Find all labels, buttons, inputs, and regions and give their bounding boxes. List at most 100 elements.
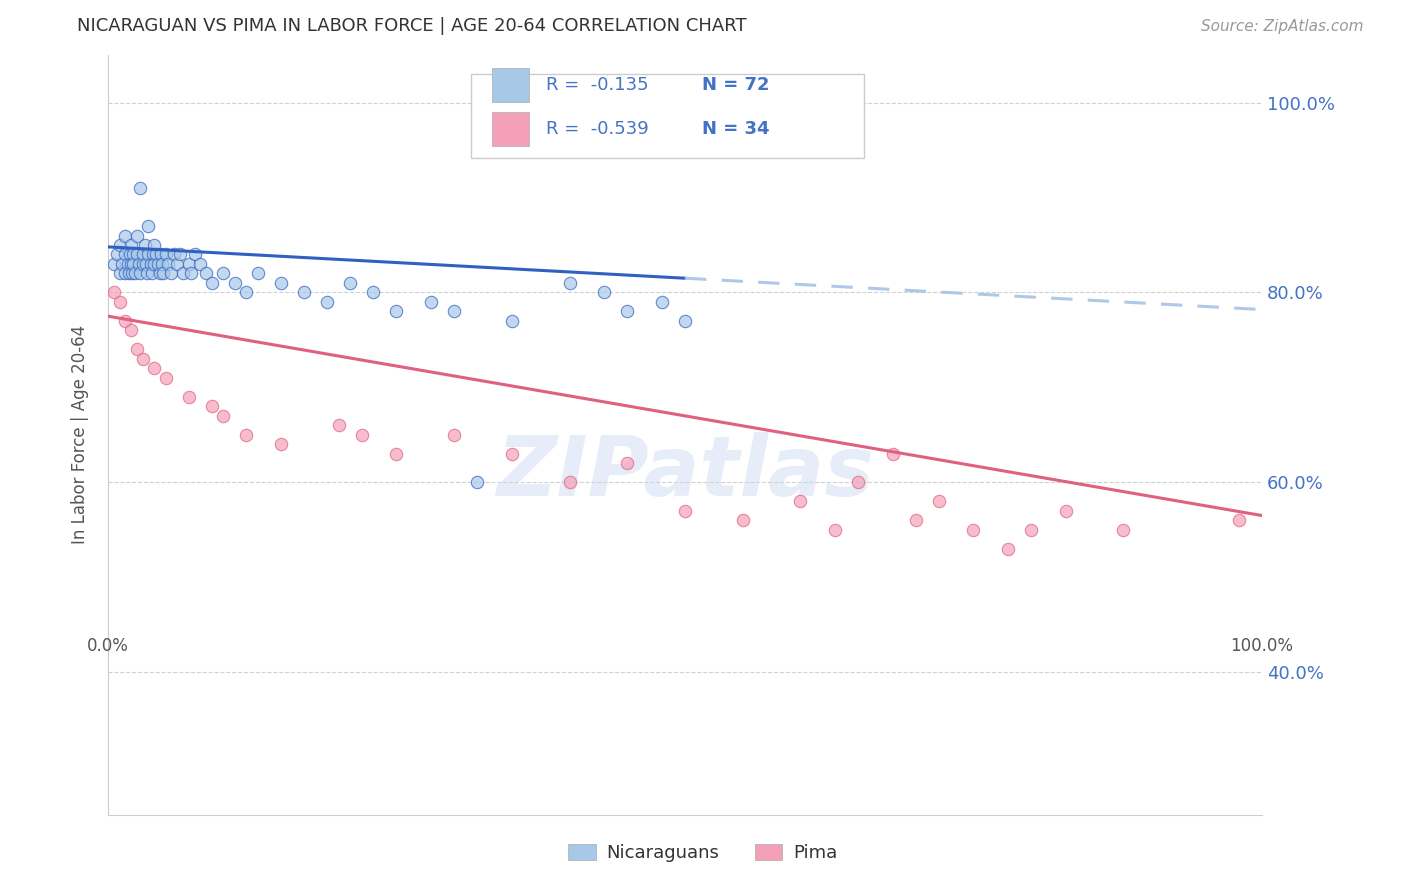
Point bbox=[131, 257, 153, 271]
Point bbox=[125, 228, 148, 243]
Point bbox=[235, 427, 257, 442]
Point bbox=[501, 314, 523, 328]
Point bbox=[117, 257, 139, 271]
FancyBboxPatch shape bbox=[492, 112, 529, 146]
Point bbox=[188, 257, 211, 271]
Point bbox=[122, 247, 145, 261]
Point bbox=[385, 447, 408, 461]
Text: 100.0%: 100.0% bbox=[1230, 637, 1294, 656]
Point bbox=[177, 390, 200, 404]
Point bbox=[125, 247, 148, 261]
Point bbox=[142, 247, 165, 261]
Point bbox=[201, 276, 224, 290]
Text: N = 34: N = 34 bbox=[702, 120, 769, 138]
Point bbox=[149, 267, 172, 281]
Point bbox=[339, 276, 361, 290]
Point bbox=[143, 238, 166, 252]
Point bbox=[183, 247, 205, 261]
Point bbox=[145, 247, 167, 261]
FancyBboxPatch shape bbox=[492, 68, 529, 103]
Point bbox=[328, 418, 350, 433]
Point bbox=[118, 267, 141, 281]
Point bbox=[673, 504, 696, 518]
Point bbox=[224, 276, 246, 290]
Point bbox=[350, 427, 373, 442]
Point bbox=[124, 267, 146, 281]
Text: NICARAGUAN VS PIMA IN LABOR FORCE | AGE 20-64 CORRELATION CHART: NICARAGUAN VS PIMA IN LABOR FORCE | AGE … bbox=[77, 17, 747, 35]
Text: R =  -0.135: R = -0.135 bbox=[547, 76, 650, 95]
Point bbox=[163, 247, 186, 261]
Point bbox=[166, 257, 188, 271]
Point bbox=[824, 523, 846, 537]
Point bbox=[120, 238, 142, 252]
Point bbox=[125, 343, 148, 357]
Point bbox=[114, 247, 136, 261]
Point bbox=[129, 181, 152, 195]
Point bbox=[616, 304, 638, 318]
Point bbox=[160, 267, 183, 281]
Point bbox=[103, 285, 125, 300]
Point bbox=[122, 257, 145, 271]
Point bbox=[673, 314, 696, 328]
Point bbox=[129, 267, 152, 281]
Point bbox=[928, 494, 950, 508]
Legend: Nicaraguans, Pima: Nicaraguans, Pima bbox=[561, 837, 845, 870]
Point bbox=[150, 247, 173, 261]
Point bbox=[169, 247, 191, 261]
Point bbox=[114, 267, 136, 281]
Point bbox=[128, 257, 150, 271]
Point bbox=[246, 267, 269, 281]
Point bbox=[172, 267, 194, 281]
Text: Source: ZipAtlas.com: Source: ZipAtlas.com bbox=[1201, 20, 1364, 34]
Point bbox=[114, 314, 136, 328]
Point bbox=[180, 267, 202, 281]
Text: R =  -0.539: R = -0.539 bbox=[547, 120, 650, 138]
Text: N = 72: N = 72 bbox=[702, 76, 769, 95]
Y-axis label: In Labor Force | Age 20-64: In Labor Force | Age 20-64 bbox=[72, 326, 89, 544]
Point bbox=[131, 351, 153, 366]
Point bbox=[558, 475, 581, 490]
Point bbox=[135, 257, 157, 271]
Point bbox=[616, 456, 638, 470]
Point bbox=[134, 238, 156, 252]
Point bbox=[156, 257, 179, 271]
Point bbox=[316, 295, 339, 310]
Point bbox=[103, 257, 125, 271]
Point bbox=[270, 437, 292, 451]
Point bbox=[962, 523, 984, 537]
Point bbox=[997, 541, 1019, 556]
Point bbox=[235, 285, 257, 300]
Text: ZIPatlas: ZIPatlas bbox=[496, 433, 875, 513]
Point bbox=[1019, 523, 1042, 537]
Point bbox=[114, 228, 136, 243]
Point bbox=[1112, 523, 1135, 537]
Point bbox=[270, 276, 292, 290]
Point bbox=[143, 257, 166, 271]
Point bbox=[121, 267, 143, 281]
Point bbox=[111, 257, 134, 271]
Point bbox=[138, 247, 160, 261]
Point bbox=[108, 267, 131, 281]
Point bbox=[558, 276, 581, 290]
Point bbox=[212, 409, 235, 423]
Point bbox=[882, 447, 904, 461]
Point bbox=[292, 285, 315, 300]
Point bbox=[363, 285, 385, 300]
FancyBboxPatch shape bbox=[471, 74, 863, 158]
Point bbox=[131, 247, 153, 261]
Point bbox=[138, 219, 160, 233]
Point bbox=[136, 267, 159, 281]
Point bbox=[120, 323, 142, 337]
Point bbox=[651, 295, 673, 310]
Point bbox=[501, 447, 523, 461]
Text: 0.0%: 0.0% bbox=[87, 637, 129, 656]
Point bbox=[385, 304, 408, 318]
Point bbox=[443, 304, 465, 318]
Point bbox=[105, 247, 128, 261]
Point bbox=[201, 400, 224, 414]
Point bbox=[904, 513, 927, 527]
Point bbox=[155, 247, 177, 261]
Point bbox=[146, 257, 169, 271]
Point bbox=[177, 257, 200, 271]
Point bbox=[789, 494, 811, 508]
